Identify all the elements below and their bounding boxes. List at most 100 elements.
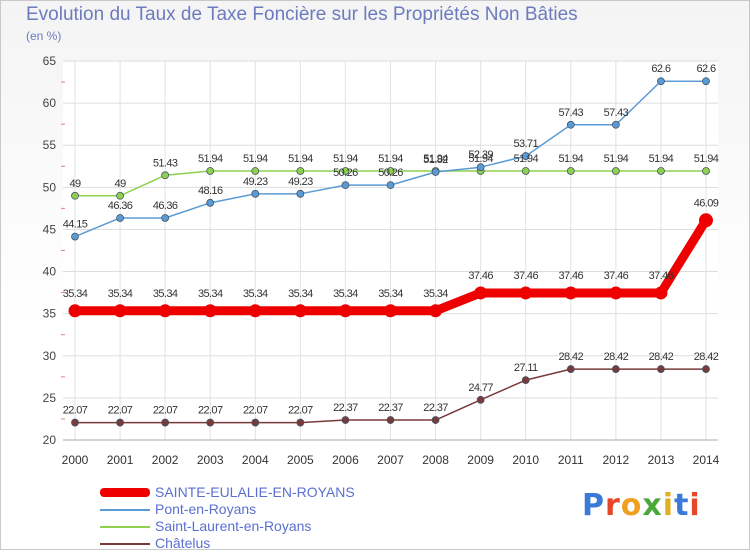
data-label: 57.43 [604, 107, 629, 119]
logo-letter: P [582, 488, 605, 523]
data-label: 51.94 [243, 153, 268, 165]
legend-item: Saint-Laurent-en-Royans [100, 518, 355, 535]
data-label: 37.46 [468, 270, 493, 282]
data-label: 51.94 [513, 153, 538, 165]
data-point [699, 213, 713, 228]
data-label: 49 [115, 178, 127, 190]
data-point [158, 304, 172, 318]
data-point [611, 167, 620, 175]
data-label: 50.26 [333, 167, 358, 179]
x-tick-label: 2005 [287, 453, 314, 467]
data-label: 37.46 [604, 270, 629, 282]
data-label: 46.36 [153, 200, 178, 212]
y-tick-label: 40 [43, 265, 57, 279]
legend-item: SAINTE-EULALIE-EN-ROYANS [100, 484, 355, 501]
data-label: 49 [69, 178, 81, 190]
x-tick-label: 2009 [467, 453, 494, 467]
x-tick-label: 2000 [62, 453, 89, 467]
data-point [654, 286, 668, 300]
y-tick-label: 55 [43, 138, 57, 152]
data-point [296, 167, 305, 175]
data-point [609, 286, 623, 300]
data-point [161, 214, 170, 222]
data-point [386, 167, 395, 175]
data-label: 52.39 [468, 149, 493, 161]
data-label: 46.36 [108, 200, 133, 212]
data-point [251, 418, 260, 427]
y-tick-label: 45 [43, 222, 57, 236]
data-point [338, 304, 352, 318]
y-tick-label: 50 [43, 180, 57, 194]
data-label: 62.6 [696, 63, 715, 75]
logo-letter: x [642, 488, 663, 523]
data-point [386, 181, 395, 190]
data-label: 37.46 [559, 270, 584, 282]
data-label: 22.07 [108, 405, 133, 417]
data-point [657, 77, 665, 86]
x-tick-label: 2004 [242, 453, 269, 467]
legend-label: Châtelus [155, 535, 211, 551]
y-tick-label: 60 [43, 96, 57, 110]
data-point [296, 189, 305, 198]
legend-item: Pont-en-Royans [100, 501, 355, 518]
data-label: 28.42 [649, 351, 674, 363]
x-tick-label: 2011 [558, 453, 584, 467]
data-point [521, 167, 530, 175]
chart-legend: SAINTE-EULALIE-EN-ROYANS Pont-en-Royans Sa… [100, 484, 355, 552]
data-point [71, 232, 79, 241]
logo-letter: i [662, 488, 675, 523]
data-point [521, 376, 530, 385]
data-point [702, 167, 710, 175]
data-point [702, 365, 710, 373]
data-point [657, 365, 665, 373]
data-label: 22.07 [243, 405, 268, 417]
data-label: 22.07 [198, 405, 223, 417]
data-label: 51.94 [333, 153, 358, 165]
data-point [206, 198, 215, 207]
x-tick-label: 2007 [377, 453, 404, 467]
data-label: 49.23 [243, 176, 268, 188]
data-point [519, 286, 533, 300]
legend-label: SAINTE-EULALIE-EN-ROYANS [155, 484, 355, 500]
chart-title: Evolution du Taux de Taxe Foncière sur l… [26, 4, 578, 25]
data-point [611, 120, 620, 129]
data-point [564, 286, 578, 300]
data-point [476, 395, 485, 404]
logo-letter: i [689, 488, 701, 523]
data-point [251, 167, 260, 175]
data-label: 44.15 [63, 219, 88, 231]
data-point [113, 304, 127, 318]
data-label: 51.94 [604, 153, 629, 165]
y-tick-label: 65 [43, 54, 57, 68]
data-label: 51.94 [649, 153, 674, 165]
data-label: 51.94 [198, 153, 223, 165]
data-point [206, 418, 215, 427]
data-label: 35.34 [333, 288, 358, 300]
data-point [206, 167, 215, 175]
x-tick-label: 2008 [422, 453, 449, 467]
data-label: 49.23 [288, 176, 313, 188]
data-label: 22.37 [423, 402, 448, 414]
data-point [476, 163, 485, 172]
data-point [341, 416, 350, 424]
data-label: 62.6 [651, 63, 670, 75]
logo-letter: r [605, 488, 621, 523]
data-label: 37.46 [649, 270, 674, 282]
data-point [566, 120, 575, 129]
data-point [293, 304, 307, 318]
legend-label: Pont-en-Royans [155, 501, 257, 517]
data-label: 22.37 [333, 402, 358, 414]
y-tick-label: 30 [43, 349, 57, 363]
data-label: 37.46 [513, 270, 538, 282]
data-label: 28.42 [559, 351, 584, 363]
legend-swatch [100, 508, 150, 511]
y-axis-unit: (en %) [26, 29, 62, 43]
data-label: 35.34 [198, 288, 223, 300]
data-point [566, 167, 575, 175]
data-label: 35.34 [108, 288, 133, 300]
data-label: 51.94 [694, 153, 719, 165]
data-point [341, 167, 350, 175]
data-label: 28.42 [694, 351, 719, 363]
logo-letter: t [674, 488, 690, 523]
